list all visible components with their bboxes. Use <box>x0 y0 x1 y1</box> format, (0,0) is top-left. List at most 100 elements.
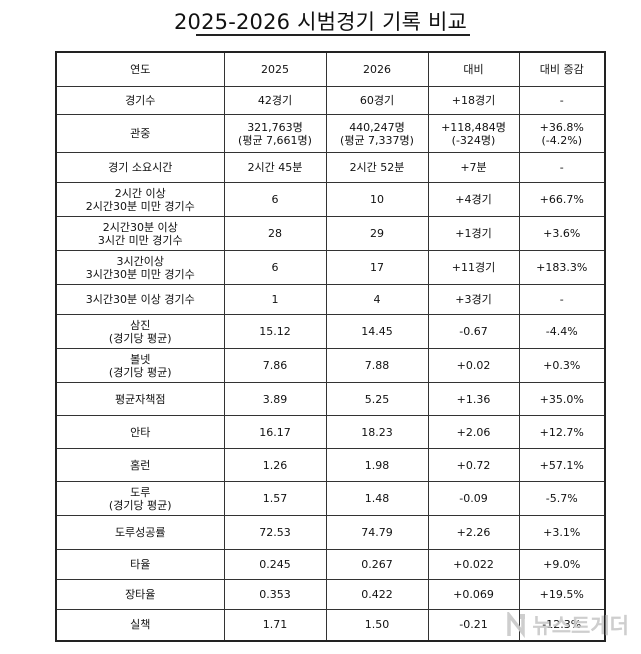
value-2025-cell: 1.57 <box>223 481 327 516</box>
table-row: 도루 (경기당 평균) 1.57 1.48 -0.09 -5.7% <box>55 481 606 516</box>
value-2025-cell: 1 <box>223 284 327 315</box>
value-2025-cell: 6 <box>223 250 327 285</box>
diff-cell: +2.06 <box>427 415 520 449</box>
row-label-cell: 삼진 (경기당 평균) <box>55 314 225 349</box>
value-2025-cell: 3.89 <box>223 382 327 416</box>
row-label-cell: 안타 <box>55 415 225 449</box>
diff-cell: +1.36 <box>427 382 520 416</box>
row-label-cell: 2시간 이상 2시간30분 미만 경기수 <box>55 182 225 217</box>
pct-change-cell: - <box>518 86 606 115</box>
diff-cell: +11경기 <box>427 250 520 285</box>
value-2026-cell: 440,247명 (평균 7,337명) <box>325 114 429 153</box>
value-2025-cell: 1.26 <box>223 448 327 482</box>
table-row: 평균자책점 3.89 5.25 +1.36 +35.0% <box>55 382 606 416</box>
value-2026-cell: 5.25 <box>325 382 429 416</box>
row-label-cell: 평균자책점 <box>55 382 225 416</box>
diff-cell: -0.21 <box>427 609 520 641</box>
pct-change-cell: +3.6% <box>518 216 606 251</box>
pct-change-cell: -4.4% <box>518 314 606 349</box>
table-row: 실책 1.71 1.50 -0.21 -12.3% <box>55 609 606 641</box>
table-body: 경기수 42경기 60경기 +18경기 - 관중 321,763명 (평균 7,661명) 4… <box>55 86 606 641</box>
table-row: 2시간 이상 2시간30분 미만 경기수 6 10 +4경기 +66.7% <box>55 182 606 217</box>
header-cell-2026: 2026 <box>325 51 429 87</box>
header-cell-pct: 대비 증감 <box>518 51 606 87</box>
diff-cell: +18경기 <box>427 86 520 115</box>
pct-change-cell: -5.7% <box>518 481 606 516</box>
value-2026-cell: 1.50 <box>325 609 429 641</box>
value-2026-cell: 7.88 <box>325 348 429 383</box>
row-label-cell: 실책 <box>55 609 225 641</box>
value-2025-cell: 72.53 <box>223 515 327 550</box>
diff-cell: +2.26 <box>427 515 520 550</box>
row-label-cell: 관중 <box>55 114 225 153</box>
value-2025-cell: 321,763명 (평균 7,661명) <box>223 114 327 153</box>
pct-change-cell: +0.3% <box>518 348 606 383</box>
comparison-table: 연도 2025 2026 대비 대비 증감 경기수 42경기 60경기 +18경기 - 관… <box>55 51 606 642</box>
page-title: 2025-2026 시범경기 기록 비교 <box>173 10 468 34</box>
row-label-cell: 홈런 <box>55 448 225 482</box>
row-label-cell: 경기수 <box>55 86 225 115</box>
diff-cell: +4경기 <box>427 182 520 217</box>
value-2026-cell: 2시간 52분 <box>325 152 429 183</box>
value-2025-cell: 42경기 <box>223 86 327 115</box>
value-2025-cell: 0.245 <box>223 549 327 580</box>
table-row: 홈런 1.26 1.98 +0.72 +57.1% <box>55 448 606 482</box>
value-2026-cell: 18.23 <box>325 415 429 449</box>
pct-change-cell: +57.1% <box>518 448 606 482</box>
value-2026-cell: 74.79 <box>325 515 429 550</box>
diff-cell: +0.022 <box>427 549 520 580</box>
row-label-cell: 볼넷 (경기당 평균) <box>55 348 225 383</box>
pct-change-cell: +12.7% <box>518 415 606 449</box>
value-2026-cell: 60경기 <box>325 86 429 115</box>
table-row: 2시간30분 이상 3시간 미만 경기수 28 29 +1경기 +3.6% <box>55 216 606 251</box>
diff-cell: +3경기 <box>427 284 520 315</box>
table-row: 안타 16.17 18.23 +2.06 +12.7% <box>55 415 606 449</box>
value-2026-cell: 29 <box>325 216 429 251</box>
title-underline <box>196 34 470 36</box>
value-2025-cell: 2시간 45분 <box>223 152 327 183</box>
value-2025-cell: 16.17 <box>223 415 327 449</box>
diff-cell: -0.67 <box>427 314 520 349</box>
value-2025-cell: 28 <box>223 216 327 251</box>
pct-change-cell: +36.8% (-4.2%) <box>518 114 606 153</box>
row-label-cell: 경기 소요시간 <box>55 152 225 183</box>
pct-change-cell: - <box>518 284 606 315</box>
value-2025-cell: 0.353 <box>223 579 327 610</box>
table-row: 3시간30분 이상 경기수 1 4 +3경기 - <box>55 284 606 315</box>
diff-cell: +0.72 <box>427 448 520 482</box>
diff-cell: -0.09 <box>427 481 520 516</box>
row-label-cell: 도루성공률 <box>55 515 225 550</box>
diff-cell: +118,484명 (-324명) <box>427 114 520 153</box>
value-2025-cell: 1.71 <box>223 609 327 641</box>
value-2026-cell: 0.422 <box>325 579 429 610</box>
row-label-cell: 장타율 <box>55 579 225 610</box>
table-row: 도루성공률 72.53 74.79 +2.26 +3.1% <box>55 515 606 550</box>
value-2026-cell: 0.267 <box>325 549 429 580</box>
pct-change-cell: +19.5% <box>518 579 606 610</box>
value-2026-cell: 10 <box>325 182 429 217</box>
row-label-cell: 도루 (경기당 평균) <box>55 481 225 516</box>
value-2026-cell: 4 <box>325 284 429 315</box>
watermark: 뉴스트게더 <box>506 610 629 640</box>
table-row: 장타율 0.353 0.422 +0.069 +19.5% <box>55 579 606 610</box>
n-logo-icon <box>507 612 526 638</box>
pct-change-cell: - <box>518 152 606 183</box>
header-cell-year: 연도 <box>55 51 225 87</box>
pct-change-cell: +9.0% <box>518 549 606 580</box>
row-label-cell: 3시간30분 이상 경기수 <box>55 284 225 315</box>
table-row: 경기 소요시간 2시간 45분 2시간 52분 +7분 - <box>55 152 606 183</box>
header-row: 연도 2025 2026 대비 대비 증감 <box>55 51 606 87</box>
table-row: 3시간이상 3시간30분 미만 경기수 6 17 +11경기 +183.3% <box>55 250 606 285</box>
pct-change-cell: -12.3% <box>518 609 606 641</box>
pct-change-cell: +66.7% <box>518 182 606 217</box>
table-row: 타율 0.245 0.267 +0.022 +9.0% <box>55 549 606 580</box>
diff-cell: +0.069 <box>427 579 520 610</box>
value-2026-cell: 17 <box>325 250 429 285</box>
header-cell-diff: 대비 <box>427 51 520 87</box>
row-label-cell: 2시간30분 이상 3시간 미만 경기수 <box>55 216 225 251</box>
diff-cell: +1경기 <box>427 216 520 251</box>
value-2026-cell: 1.98 <box>325 448 429 482</box>
table-row: 경기수 42경기 60경기 +18경기 - <box>55 86 606 115</box>
value-2025-cell: 15.12 <box>223 314 327 349</box>
value-2026-cell: 14.45 <box>325 314 429 349</box>
